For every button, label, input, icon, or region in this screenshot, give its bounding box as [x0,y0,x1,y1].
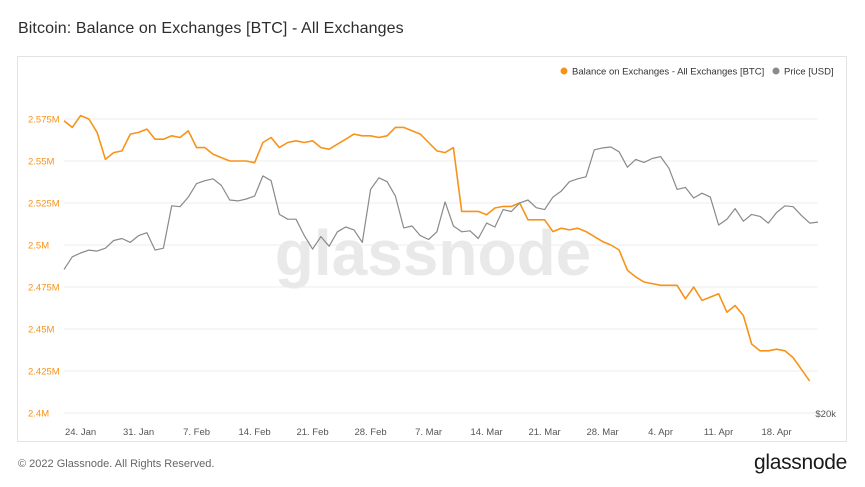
x-tick-label: 21. Feb [296,427,328,438]
y-tick-label: 2.425M [28,367,60,378]
y-tick-label: 2.475M [28,283,60,294]
y-tick-label: 2.5M [28,241,49,252]
price-series-line [63,146,819,270]
x-tick-label: 7. Feb [183,427,210,438]
x-axis: 24. Jan 31. Jan 7. Feb 14. Feb 21. Feb 28. Fe… [65,427,792,438]
legend-label-balance[interactable]: Balance on Exchanges - All Exchanges [BT… [572,67,764,78]
balance-series-line [63,114,811,382]
x-tick-label: 28. Feb [354,427,386,438]
legend-marker-balance [560,67,568,75]
chart-card: glassnode 2.4M 2.425M 2.45M 2.475M 2.5M 2.525… [17,56,847,442]
y-tick-label: 2.525M [28,199,60,210]
footer-copyright: © 2022 Glassnode. All Rights Reserved. [18,458,215,470]
y-tick-label: 2.45M [28,325,54,336]
x-tick-label: 7. Mar [415,427,442,438]
legend-marker-price [772,67,780,75]
y-axis-right-tick: $20k [815,409,836,420]
x-tick-label: 14. Feb [238,427,270,438]
series-lines [63,114,819,382]
x-tick-label: 31. Jan [123,427,154,438]
legend-label-price[interactable]: Price [USD] [784,67,834,78]
balance-price-chart: glassnode 2.4M 2.425M 2.45M 2.475M 2.5M 2.525… [28,67,836,439]
y-axis-left: 2.4M 2.425M 2.45M 2.475M 2.5M 2.525M 2.55M 2.57… [28,115,60,420]
y-tick-label: 2.4M [28,409,49,420]
y-tick-label: 2.575M [28,115,60,126]
footer-logo: glassnode [753,451,847,474]
x-tick-label: 28. Mar [586,427,618,438]
legend: Balance on Exchanges - All Exchanges [BT… [560,67,834,78]
x-tick-label: 24. Jan [65,427,96,438]
watermark: glassnode [275,217,592,289]
grid-lines [64,118,818,414]
x-tick-label: 14. Mar [470,427,502,438]
x-tick-label: 18. Apr [762,427,792,438]
y-tick-label: 2.55M [28,157,54,168]
x-tick-label: 21. Mar [528,427,560,438]
x-tick-label: 11. Apr [704,427,733,438]
x-tick-label: 4. Apr [648,427,673,438]
page-title: Bitcoin: Balance on Exchanges [BTC] - Al… [18,20,404,37]
